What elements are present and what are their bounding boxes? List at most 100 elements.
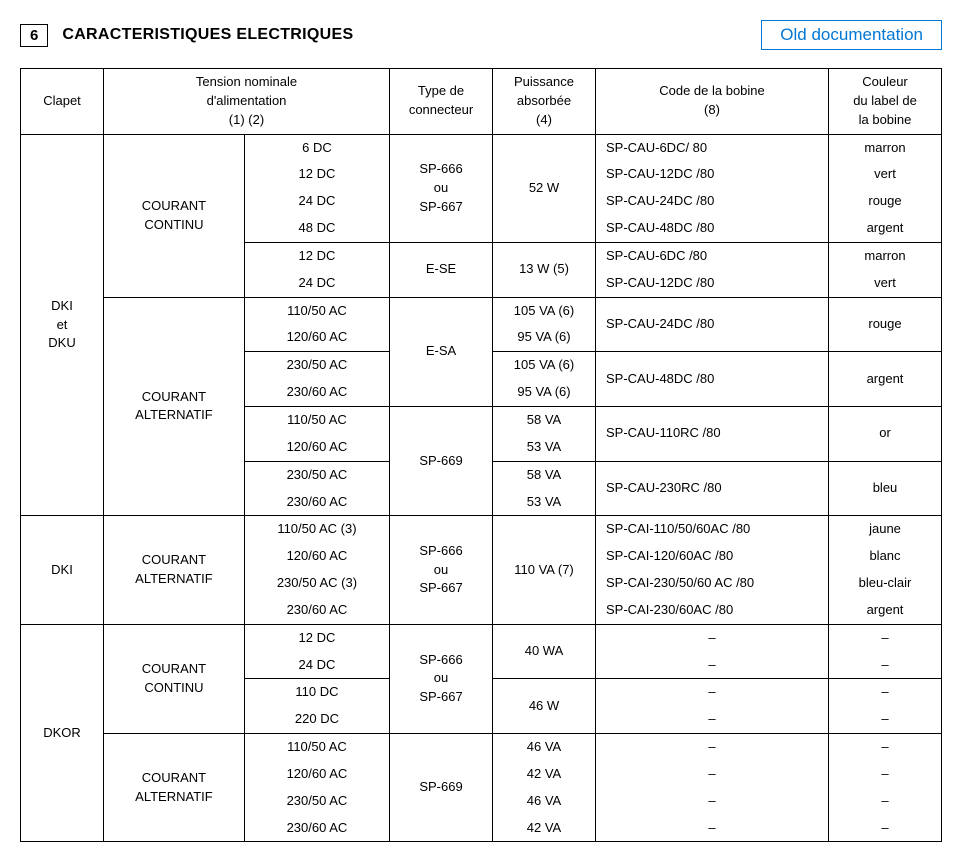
cell-color: bleu-clair [829,570,942,597]
cell-power: 42 VA [493,815,596,842]
cell-voltage: 6 DC [244,134,389,161]
cell-color: argent [829,597,942,624]
cell-coil-code: – [596,734,829,761]
cell-coil-code: SP-CAU-48DC /80 [596,215,829,242]
cell-voltage: 120/60 AC [244,434,389,461]
cell-coil-code: SP-CAI-110/50/60AC /80 [596,516,829,543]
table-row: DKI et DKU COURANT CONTINU 6 DC SP-666 o… [21,134,942,161]
cell-current-type: COURANT CONTINU [104,624,245,733]
cell-voltage: 230/50 AC [244,788,389,815]
cell-power: 58 VA [493,461,596,488]
col-couleur: Couleur du label de la bobine [829,69,942,135]
section-title: CARACTERISTIQUES ELECTRIQUES [62,26,353,44]
cell-color: – [829,734,942,761]
cell-voltage: 48 DC [244,215,389,242]
cell-color: vert [829,161,942,188]
cell-current-type: COURANT ALTERNATIF [104,297,245,516]
cell-color: rouge [829,297,942,352]
cell-color: marron [829,134,942,161]
cell-coil-code: SP-CAU-24DC /80 [596,297,829,352]
header-left: 6 CARACTERISTIQUES ELECTRIQUES [20,24,353,47]
cell-clapet: DKI et DKU [21,134,104,516]
cell-voltage: 230/50 AC [244,352,389,379]
cell-color: or [829,406,942,461]
cell-color: argent [829,215,942,242]
cell-power: 46 VA [493,788,596,815]
cell-color: marron [829,242,942,269]
cell-voltage: 120/60 AC [244,324,389,351]
table-header-row: Clapet Tension nominale d'alimentation (… [21,69,942,135]
cell-color: – [829,761,942,788]
cell-voltage: 120/60 AC [244,761,389,788]
col-clapet: Clapet [21,69,104,135]
col-tension: Tension nominale d'alimentation (1) (2) [104,69,390,135]
cell-power: 110 VA (7) [493,516,596,624]
cell-coil-code: – [596,815,829,842]
cell-voltage: 110/50 AC (3) [244,516,389,543]
cell-power: 53 VA [493,489,596,516]
cell-power: 46 W [493,679,596,734]
cell-coil-code: SP-CAU-230RC /80 [596,461,829,516]
cell-coil-code: SP-CAI-230/50/60 AC /80 [596,570,829,597]
table-row: COURANT ALTERNATIF 110/50 AC E-SA 105 VA… [21,297,942,324]
cell-coil-code: – [596,624,829,651]
cell-coil-code: – [596,706,829,733]
cell-color: vert [829,270,942,297]
cell-current-type: COURANT ALTERNATIF [104,734,245,842]
cell-voltage: 220 DC [244,706,389,733]
cell-voltage: 12 DC [244,242,389,269]
col-puissance: Puissance absorbée (4) [493,69,596,135]
cell-connector: SP-666 ou SP-667 [390,516,493,624]
cell-connector: SP-669 [390,406,493,515]
cell-power: 53 VA [493,434,596,461]
cell-color: – [829,706,942,733]
cell-color: – [829,679,942,706]
cell-connector: E-SA [390,297,493,406]
cell-power: 13 W (5) [493,242,596,297]
cell-connector: SP-669 [390,734,493,842]
col-connecteur: Type de connecteur [390,69,493,135]
col-code-bobine: Code de la bobine (8) [596,69,829,135]
cell-voltage: 230/60 AC [244,379,389,406]
cell-clapet: DKOR [21,624,104,842]
cell-power: 58 VA [493,406,596,433]
cell-voltage: 12 DC [244,624,389,651]
cell-coil-code: – [596,788,829,815]
cell-voltage: 110/50 AC [244,297,389,324]
table-row: DKI COURANT ALTERNATIF 110/50 AC (3) SP-… [21,516,942,543]
cell-voltage: 110/50 AC [244,406,389,433]
cell-power: 40 WA [493,624,596,679]
cell-coil-code: SP-CAU-110RC /80 [596,406,829,461]
section-number: 6 [20,24,48,47]
cell-coil-code: SP-CAU-12DC /80 [596,270,829,297]
cell-color: – [829,652,942,679]
cell-current-type: COURANT CONTINU [104,134,245,297]
cell-clapet: DKI [21,516,104,624]
cell-voltage: 230/60 AC [244,815,389,842]
cell-voltage: 110/50 AC [244,734,389,761]
cell-power: 52 W [493,134,596,242]
cell-power: 42 VA [493,761,596,788]
cell-coil-code: SP-CAU-6DC /80 [596,242,829,269]
cell-voltage: 12 DC [244,161,389,188]
cell-coil-code: – [596,679,829,706]
cell-coil-code: SP-CAI-120/60AC /80 [596,543,829,570]
cell-power: 95 VA (6) [493,379,596,406]
cell-voltage: 230/50 AC (3) [244,570,389,597]
cell-voltage: 120/60 AC [244,543,389,570]
cell-color: rouge [829,188,942,215]
cell-color: bleu [829,461,942,516]
electrical-characteristics-table: Clapet Tension nominale d'alimentation (… [20,68,942,842]
cell-color: jaune [829,516,942,543]
cell-voltage: 230/60 AC [244,597,389,624]
cell-coil-code: SP-CAI-230/60AC /80 [596,597,829,624]
cell-coil-code: – [596,761,829,788]
cell-color: – [829,788,942,815]
cell-color: blanc [829,543,942,570]
old-documentation-badge: Old documentation [761,20,942,50]
cell-power: 95 VA (6) [493,324,596,351]
cell-color: – [829,624,942,651]
cell-color: – [829,815,942,842]
cell-connector: SP-666 ou SP-667 [390,624,493,733]
cell-voltage: 24 DC [244,188,389,215]
